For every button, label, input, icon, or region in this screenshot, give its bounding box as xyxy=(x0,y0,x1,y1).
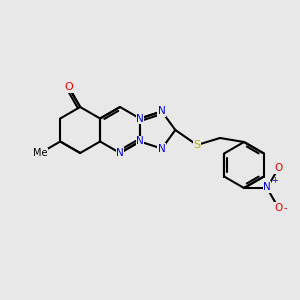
Text: -: - xyxy=(284,203,287,213)
Text: N: N xyxy=(136,136,144,146)
Text: N: N xyxy=(158,144,166,154)
Text: +: + xyxy=(271,176,278,185)
Text: N: N xyxy=(263,182,271,192)
Text: N: N xyxy=(116,148,124,158)
Text: Me: Me xyxy=(33,148,48,158)
Text: N: N xyxy=(136,113,144,124)
Text: O: O xyxy=(274,163,283,173)
Text: O: O xyxy=(274,203,283,213)
Text: O: O xyxy=(64,82,73,92)
Text: N: N xyxy=(158,106,166,116)
Text: S: S xyxy=(194,140,201,150)
